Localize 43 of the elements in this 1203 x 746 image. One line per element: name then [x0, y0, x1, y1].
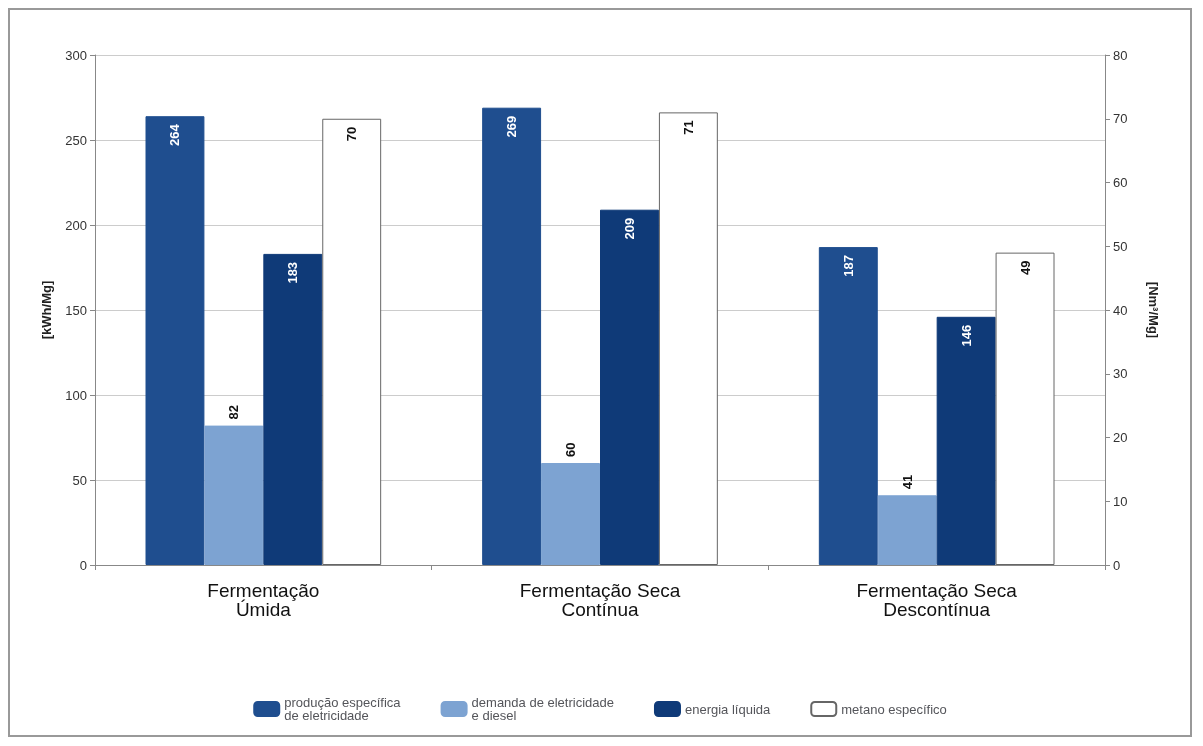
y2-tick-label: 60: [1113, 175, 1128, 190]
y2-tick-label: 40: [1113, 302, 1128, 318]
legend-label: demanda de eletricidade e diesel: [471, 695, 614, 723]
y-tick-label: 250: [65, 132, 87, 148]
data-label: 41: [899, 474, 915, 490]
bar: [482, 107, 542, 565]
y2-tick-label: 30: [1113, 366, 1128, 382]
data-label: 146: [958, 324, 974, 347]
y-tick-label: 50: [72, 472, 87, 488]
y-tick-label: 0: [79, 557, 87, 573]
bar: [818, 247, 878, 565]
y-axis-title: [kWh/Mg]: [39, 280, 54, 340]
data-label: 71: [680, 120, 696, 135]
y2-tick-label: 10: [1113, 493, 1128, 509]
y-tick-label: 150: [65, 302, 87, 318]
data-label: 183: [285, 261, 301, 284]
x-tick-label: Fermentação Úmida: [207, 580, 320, 620]
data-label: 82: [226, 405, 242, 420]
y2-axis-title: [Nm³/Mg]: [1146, 281, 1161, 339]
x-tick-label: Fermentação Seca Descontínua: [856, 580, 1018, 620]
data-label: 209: [621, 217, 637, 240]
y2-tick-label: 50: [1113, 238, 1128, 254]
legend-label: metano específico: [841, 701, 947, 717]
y-tick-label: 300: [65, 47, 87, 63]
y2-tick-label: 80: [1113, 47, 1128, 63]
bar: [204, 425, 264, 565]
data-label: 49: [1017, 260, 1033, 276]
bar: [877, 495, 937, 565]
data-label: 70: [344, 126, 360, 142]
y-tick-label: 100: [65, 387, 87, 403]
data-label: 264: [167, 123, 183, 146]
y2-tick-label: 0: [1113, 557, 1121, 573]
y-tick-label: 200: [65, 217, 87, 233]
data-label: 269: [504, 115, 520, 138]
legend-label: energia líquida: [684, 701, 772, 717]
bar: [145, 116, 205, 565]
x-tick-label: Fermentação Seca Contínua: [519, 580, 681, 620]
y2-tick-label: 70: [1113, 111, 1128, 127]
y2-tick-label: 20: [1113, 430, 1128, 445]
bar: [541, 463, 600, 565]
data-label: 187: [840, 255, 856, 277]
data-label: 60: [563, 442, 579, 457]
legend-label: produção específica de eletricidade: [284, 695, 402, 723]
